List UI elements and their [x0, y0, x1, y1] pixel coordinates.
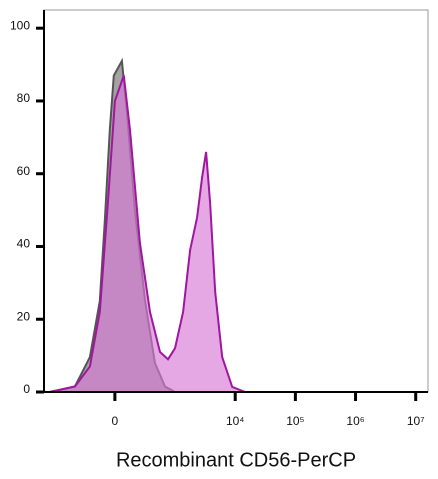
x-tick-label: 10⁵ — [286, 414, 304, 428]
y-tick-label: 80 — [17, 91, 31, 105]
y-tick-label: 40 — [17, 237, 31, 251]
y-tick-label: 100 — [10, 18, 30, 32]
area-line — [49, 75, 427, 393]
x-tick-label: 0 — [112, 414, 119, 428]
y-tick-label: 20 — [17, 309, 31, 323]
x-tick-label: 10⁷ — [407, 414, 425, 428]
x-tick-label: 10⁶ — [346, 414, 364, 428]
x-axis-label: Recombinant CD56-PerCP — [116, 449, 356, 471]
area-fill — [49, 75, 427, 392]
x-tick-label: 10⁴ — [226, 414, 245, 428]
y-tick-label: 60 — [17, 164, 31, 178]
y-tick-label: 0 — [23, 382, 30, 396]
